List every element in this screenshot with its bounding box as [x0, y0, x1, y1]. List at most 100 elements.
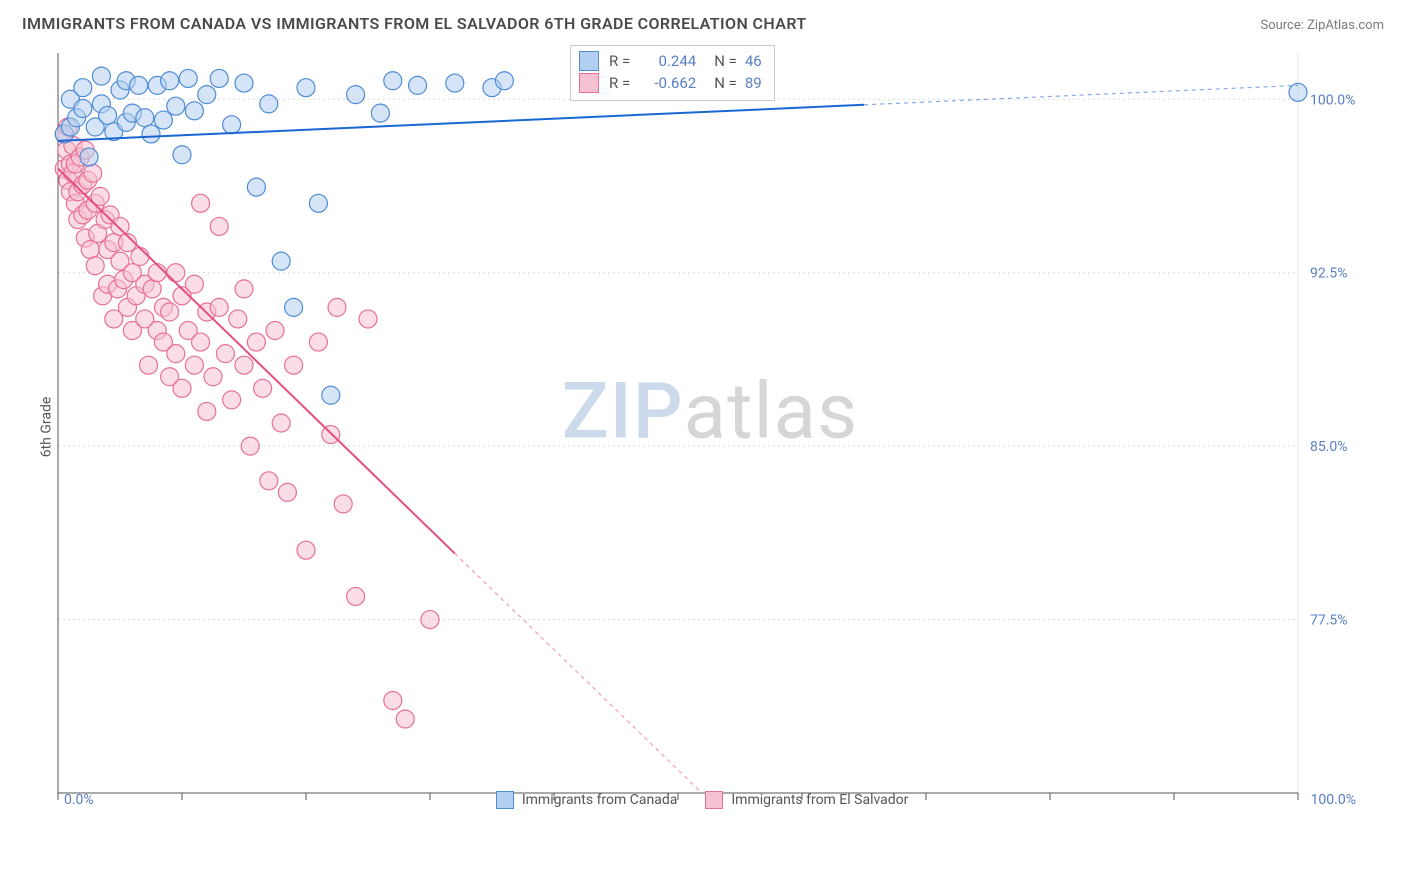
el-salvador-point [167, 345, 185, 363]
stats-row: R = -0.662 N = 89 [579, 72, 762, 94]
legend-swatch [496, 791, 514, 809]
el-salvador-point [241, 437, 259, 455]
el-salvador-point [167, 264, 185, 282]
canada-point [185, 102, 203, 120]
canada-point [99, 106, 117, 124]
el-salvador-point [297, 541, 315, 559]
n-label: N = [704, 50, 737, 72]
canada-point [384, 72, 402, 90]
canada-point [247, 178, 265, 196]
el-salvador-point [111, 217, 129, 235]
el-salvador-point [247, 333, 265, 351]
el-salvador-point [254, 379, 272, 397]
r-label: R = [607, 50, 630, 72]
el-salvador-point [192, 194, 210, 212]
el-salvador-point [229, 310, 247, 328]
legend-swatch [579, 51, 599, 71]
el-salvador-point [384, 692, 402, 710]
el-salvador-point [309, 333, 327, 351]
el-salvador-point [143, 280, 161, 298]
canada-point [92, 67, 110, 85]
el-salvador-point [235, 280, 253, 298]
el-salvador-point [210, 217, 228, 235]
series-legend: Immigrants from Canada Immigrants from El… [496, 791, 909, 809]
legend-item: Immigrants from Canada [496, 791, 678, 809]
el-salvador-point [235, 356, 253, 374]
n-label: N = [704, 72, 737, 94]
legend-item: Immigrants from El Salvador [705, 791, 908, 809]
chart-source: Source: ZipAtlas.com [1260, 18, 1384, 33]
canada-point [198, 86, 216, 104]
canada-point [235, 74, 253, 92]
canada-point [409, 76, 427, 94]
el-salvador-point [272, 414, 290, 432]
chart-title: IMMIGRANTS FROM CANADA VS IMMIGRANTS FRO… [22, 14, 807, 33]
el-salvador-point [81, 241, 99, 259]
correlation-stats-box: R = 0.244 N = 46 R = -0.662 N = 89 [570, 45, 775, 101]
canada-point [309, 194, 327, 212]
n-value: 46 [745, 50, 762, 72]
el-salvador-point [396, 710, 414, 728]
el-salvador-point [131, 248, 149, 266]
el-salvador-point [198, 402, 216, 420]
y-tick-label: 85.0% [1310, 439, 1348, 455]
legend-label: Immigrants from Canada [522, 792, 678, 808]
canada-point [154, 111, 172, 129]
chart-header: IMMIGRANTS FROM CANADA VS IMMIGRANTS FRO… [0, 0, 1406, 41]
legend-label: Immigrants from El Salvador [731, 792, 908, 808]
el-salvador-point [173, 379, 191, 397]
el-salvador-point [185, 275, 203, 293]
canada-point [161, 72, 179, 90]
el-salvador-point [223, 391, 241, 409]
canada-point [322, 386, 340, 404]
el-salvador-point [334, 495, 352, 513]
canada-trend-extrapolated [864, 85, 1298, 104]
x-min-label: 0.0% [64, 792, 94, 808]
canada-point [167, 97, 185, 115]
el-salvador-point [140, 356, 158, 374]
chart-area: 6th Grade 77.5%85.0%92.5%100.0% ZIPatlas… [50, 47, 1370, 807]
el-salvador-point [148, 264, 166, 282]
x-max-label: 100.0% [1311, 792, 1356, 808]
el-salvador-point [285, 356, 303, 374]
el-salvador-point [84, 164, 102, 182]
x-axis-row: 0.0% Immigrants from CanadaImmigrants fr… [50, 791, 1370, 809]
legend-swatch [705, 791, 723, 809]
el-salvador-point [359, 310, 377, 328]
r-label: R = [607, 72, 630, 94]
el-salvador-point [328, 298, 346, 316]
canada-point [80, 148, 98, 166]
scatter-chart: 77.5% 85.0% 92.5% 100.0% [50, 47, 1370, 809]
y-tick-label: 77.5% [1310, 613, 1348, 629]
canada-point [142, 125, 160, 143]
canada-point [179, 69, 197, 87]
y-tick-label: 92.5% [1310, 266, 1348, 282]
el-salvador-point [347, 587, 365, 605]
canada-point [130, 76, 148, 94]
el-salvador-point [421, 611, 439, 629]
el-salvador-point [210, 298, 228, 316]
canada-point [297, 79, 315, 97]
el-salvador-point [86, 257, 104, 275]
el-salvador-point [204, 368, 222, 386]
y-axis-label: 6th Grade [38, 397, 54, 458]
source-link[interactable]: ZipAtlas.com [1307, 18, 1384, 33]
canada-point [446, 74, 464, 92]
canada-point [285, 298, 303, 316]
y-tick-label: 100.0% [1310, 92, 1355, 108]
el-salvador-point [185, 356, 203, 374]
canada-point [1289, 83, 1307, 101]
n-value: 89 [745, 72, 762, 94]
el-salvador-point [161, 303, 179, 321]
canada-point [173, 146, 191, 164]
el-salvador-trend-extrapolated [455, 553, 702, 793]
canada-point [371, 104, 389, 122]
el-salvador-point [192, 333, 210, 351]
el-salvador-point [278, 483, 296, 501]
canada-point [272, 252, 290, 270]
el-salvador-point [216, 345, 234, 363]
r-value: 0.244 [638, 50, 696, 72]
canada-point [347, 86, 365, 104]
r-value: -0.662 [638, 72, 696, 94]
canada-point [136, 109, 154, 127]
